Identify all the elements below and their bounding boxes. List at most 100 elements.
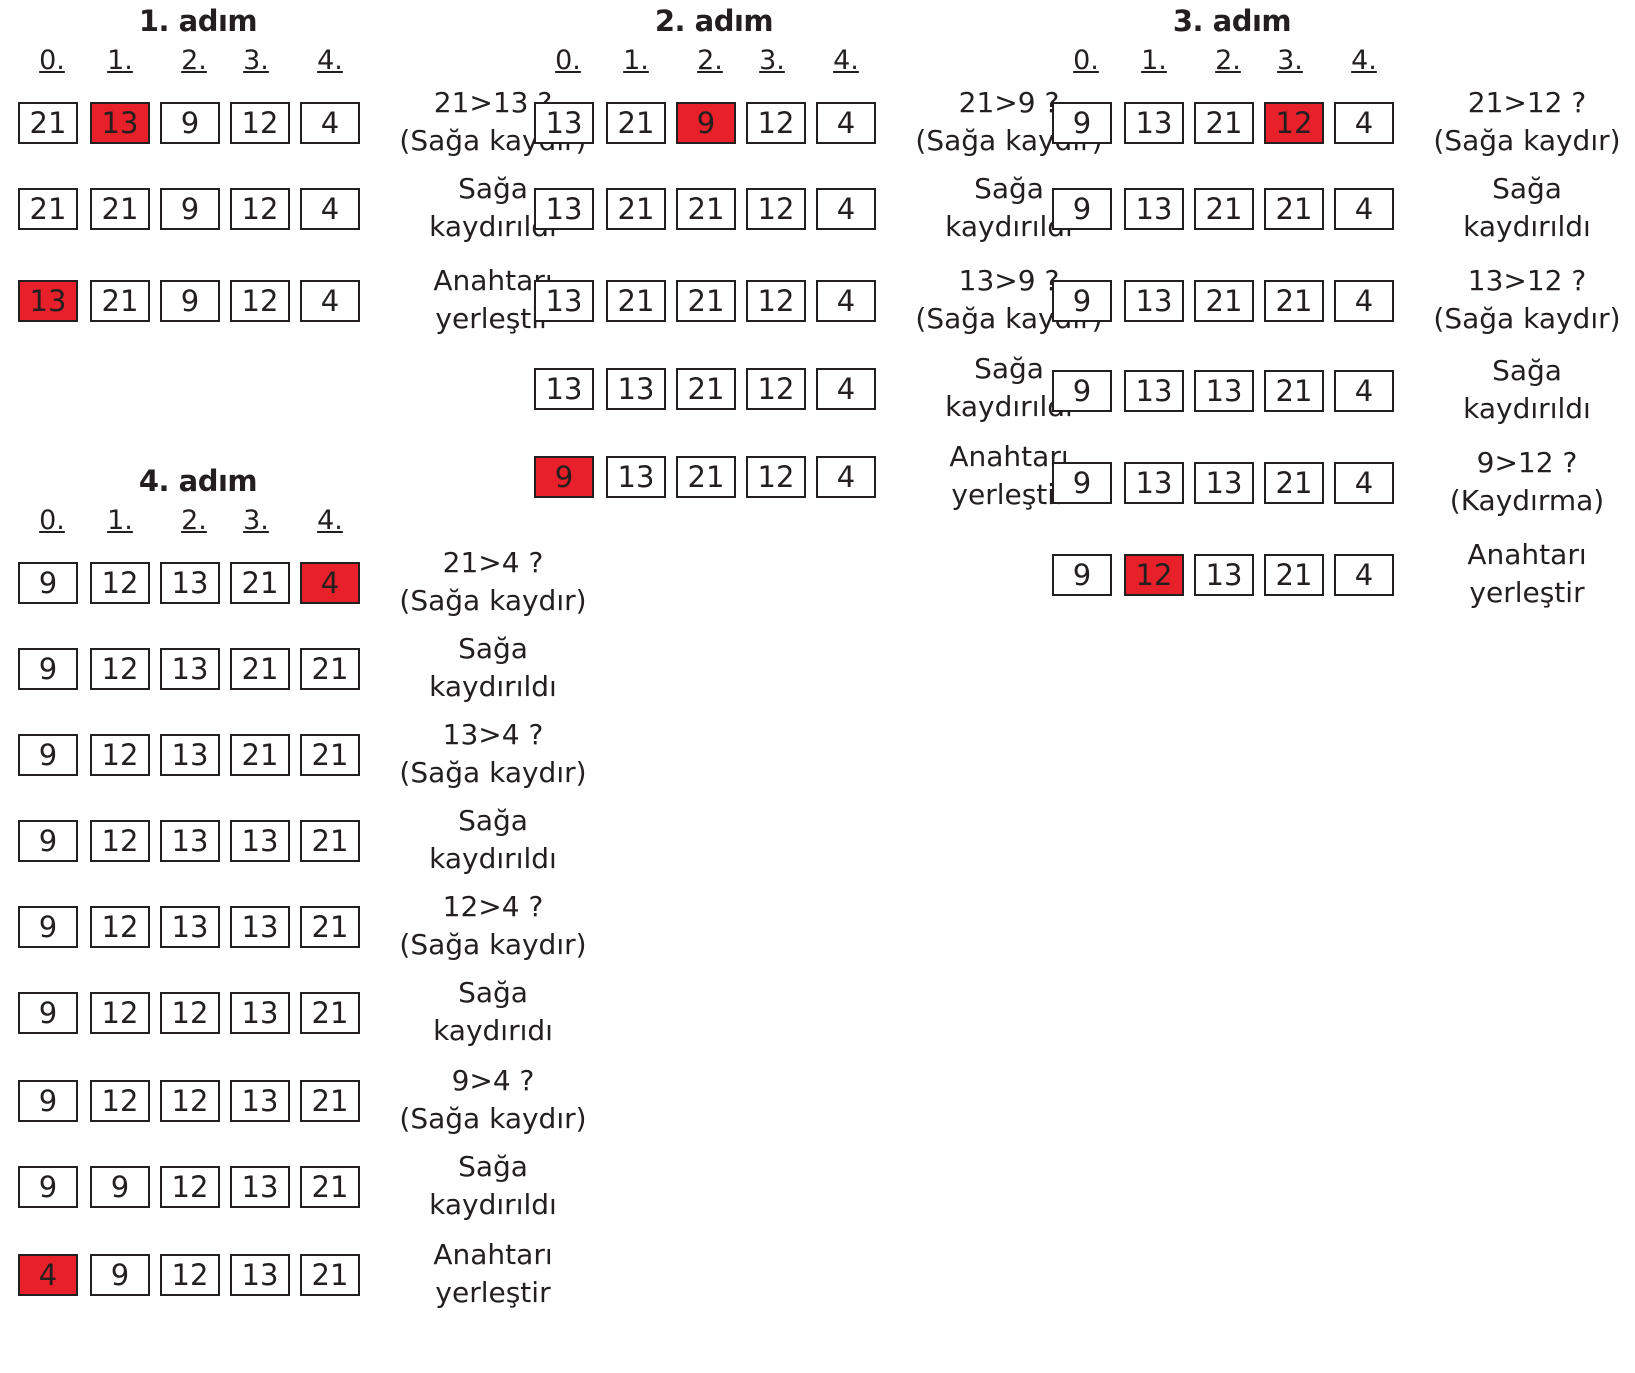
array-cell: 21 bbox=[18, 102, 78, 144]
array-cell: 21 bbox=[676, 368, 736, 410]
array-cell: 9 bbox=[90, 1254, 150, 1296]
note-line: Sağa bbox=[1492, 172, 1562, 205]
index-label: 1. bbox=[107, 45, 133, 76]
note-line: Sağa bbox=[458, 1150, 528, 1183]
note-line: kaydırıldı bbox=[429, 670, 557, 703]
note-line: Sağa bbox=[974, 352, 1044, 385]
array-row: 9 12 12 13 21 Sağa kaydırıdı bbox=[18, 976, 588, 1070]
array-cell: 9 bbox=[160, 102, 220, 144]
array-cell: 21 bbox=[300, 734, 360, 776]
array-cell: 4 bbox=[816, 102, 876, 144]
step-title: 2. adım bbox=[654, 4, 774, 38]
array-row: 9 9 12 13 21 Sağa kaydırıldı bbox=[18, 1150, 588, 1244]
index-label: 2. bbox=[1215, 45, 1241, 76]
array-cell: 4 bbox=[1334, 370, 1394, 412]
array-cell: 9 bbox=[1052, 462, 1112, 504]
note-line: 9>12 ? bbox=[1476, 446, 1578, 479]
index-label: 0. bbox=[555, 45, 581, 76]
array-cell: 21 bbox=[18, 188, 78, 230]
note-line: Sağa bbox=[458, 632, 528, 665]
array-cell: 13 bbox=[534, 188, 594, 230]
array-cell: 21 bbox=[676, 280, 736, 322]
array-cell: 21 bbox=[230, 562, 290, 604]
array-cell: 9 bbox=[1052, 188, 1112, 230]
index-label: 2. bbox=[181, 45, 207, 76]
array-row: 13 21 21 12 4 Sağa kaydırıldı bbox=[534, 172, 1104, 266]
array-cell: 4 bbox=[816, 280, 876, 322]
array-cell: 4 bbox=[816, 368, 876, 410]
note-line: yerleştir bbox=[951, 478, 1067, 511]
array-row: 9 12 13 13 21 12>4 ? (Sağa kaydır) bbox=[18, 890, 588, 984]
array-cell: 9 bbox=[18, 562, 78, 604]
array-cell: 9 bbox=[1052, 370, 1112, 412]
step-title: 3. adım bbox=[1172, 4, 1292, 38]
array-cell: 12 bbox=[230, 102, 290, 144]
note-line: Sağa bbox=[458, 976, 528, 1009]
index-label: 3. bbox=[759, 45, 785, 76]
note-line: (Sağa kaydır) bbox=[1433, 302, 1621, 335]
note-line: yerleştir bbox=[1469, 576, 1585, 609]
array-cell: 12 bbox=[90, 648, 150, 690]
step-note: 13>4 ? (Sağa kaydır) bbox=[398, 716, 588, 792]
note-line: yerleştir bbox=[435, 1276, 551, 1309]
index-label: 3. bbox=[1277, 45, 1303, 76]
array-cell: 21 bbox=[606, 280, 666, 322]
array-cell: 13 bbox=[534, 368, 594, 410]
array-cell: 12 bbox=[746, 456, 806, 498]
array-row: 21 21 9 12 4 Sağa kaydırıldı bbox=[18, 172, 588, 266]
array-cell: 9 bbox=[1052, 102, 1112, 144]
step-note: Anahtarı yerleştir bbox=[1432, 536, 1622, 612]
array-cell: 21 bbox=[676, 456, 736, 498]
key-cell: 9 bbox=[534, 456, 594, 498]
array-cell: 21 bbox=[1194, 280, 1254, 322]
note-line: (Sağa kaydır) bbox=[399, 1102, 587, 1135]
note-line: kaydırıldı bbox=[429, 842, 557, 875]
array-row: 9 13 21 21 4 13>12 ? (Sağa kaydır) bbox=[1052, 264, 1622, 358]
array-cell: 13 bbox=[1124, 462, 1184, 504]
array-row: 9 13 21 12 4 Anahtarı yerleştir bbox=[534, 440, 1104, 534]
index-label: 1. bbox=[1141, 45, 1167, 76]
array-cell: 12 bbox=[160, 1166, 220, 1208]
key-cell: 13 bbox=[18, 280, 78, 322]
step-title: 4. adım bbox=[138, 464, 258, 498]
note-line: 21>12 ? bbox=[1467, 86, 1587, 119]
step-title: 1. adım bbox=[138, 4, 258, 38]
array-cell: 9 bbox=[18, 906, 78, 948]
array-row: 9 12 13 21 21 13>4 ? (Sağa kaydır) bbox=[18, 718, 588, 812]
index-label: 2. bbox=[181, 505, 207, 536]
note-line: (Kaydırma) bbox=[1449, 484, 1605, 517]
step-note: Sağa kaydırıdı bbox=[398, 974, 588, 1050]
array-cell: 4 bbox=[1334, 102, 1394, 144]
array-cell: 21 bbox=[1264, 370, 1324, 412]
note-line: Sağa bbox=[974, 172, 1044, 205]
array-cell: 13 bbox=[160, 820, 220, 862]
step-note: 12>4 ? (Sağa kaydır) bbox=[398, 888, 588, 964]
array-cell: 13 bbox=[230, 1254, 290, 1296]
note-line: (Sağa kaydır) bbox=[399, 584, 587, 617]
array-row: 9 13 21 21 4 Sağa kaydırıldı bbox=[1052, 172, 1622, 266]
array-cell: 13 bbox=[160, 906, 220, 948]
step-note: 21>4 ? (Sağa kaydır) bbox=[398, 544, 588, 620]
step-note: 21>12 ? (Sağa kaydır) bbox=[1432, 84, 1622, 160]
array-cell: 21 bbox=[1194, 102, 1254, 144]
array-cell: 9 bbox=[18, 1166, 78, 1208]
array-cell: 12 bbox=[160, 1254, 220, 1296]
step-note: Sağa kaydırıldı bbox=[914, 170, 1104, 246]
note-line: Sağa bbox=[458, 804, 528, 837]
array-cell: 13 bbox=[534, 102, 594, 144]
key-cell: 13 bbox=[90, 102, 150, 144]
note-line: 21>4 ? bbox=[442, 546, 544, 579]
array-cell: 13 bbox=[230, 906, 290, 948]
array-cell: 13 bbox=[230, 992, 290, 1034]
step-note: Anahtarı yerleştir bbox=[398, 1236, 588, 1312]
note-line: kaydırıldı bbox=[429, 1188, 557, 1221]
array-cell: 9 bbox=[160, 188, 220, 230]
array-cell: 13 bbox=[1124, 188, 1184, 230]
note-line: (Sağa kaydır) bbox=[1433, 124, 1621, 157]
step-note: 9>4 ? (Sağa kaydır) bbox=[398, 1062, 588, 1138]
array-cell: 21 bbox=[1264, 280, 1324, 322]
note-line: 9>4 ? bbox=[451, 1064, 535, 1097]
array-row: 9 13 13 21 4 9>12 ? (Kaydırma) bbox=[1052, 446, 1622, 540]
array-cell: 13 bbox=[230, 1080, 290, 1122]
array-row: 9 13 21 12 4 21>12 ? (Sağa kaydır) bbox=[1052, 86, 1622, 180]
